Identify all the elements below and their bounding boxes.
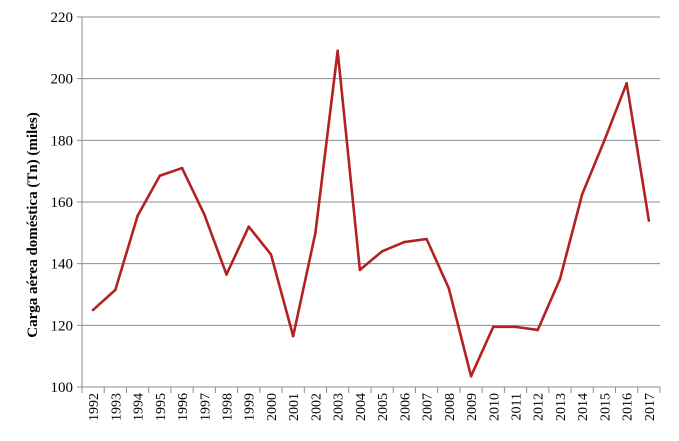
y-tick-label-200: 200 (51, 72, 74, 88)
data-point-1999 (247, 225, 251, 228)
y-tick-label-100: 100 (51, 380, 74, 396)
data-point-2001 (291, 334, 295, 338)
y-tick-label-120: 120 (51, 318, 74, 334)
data-point-2016 (625, 81, 628, 85)
y-tick-labels: 100 120 140 160 180 200 220 (51, 10, 74, 396)
x-tick-label-2004: 2004 (354, 393, 369, 421)
x-tick-label-1996: 1996 (176, 393, 191, 421)
data-point-2010 (491, 325, 495, 329)
data-point-2007 (425, 237, 428, 241)
data-point-2017 (647, 219, 651, 222)
data-point-2009 (469, 374, 473, 378)
data-point-1993 (114, 288, 117, 292)
data-point-1995 (158, 174, 162, 178)
y-tick-label-220: 220 (51, 10, 74, 26)
data-point-2011 (514, 325, 517, 329)
data-point-1996 (180, 166, 184, 170)
data-point-2003 (336, 49, 339, 53)
data-point-1997 (202, 213, 206, 216)
data-point-2008 (447, 287, 451, 290)
x-tick-label-2006: 2006 (398, 393, 413, 421)
x-tick-label-2015: 2015 (598, 393, 613, 421)
x-tick-label-2016: 2016 (621, 393, 636, 421)
x-tick-label-2007: 2007 (421, 393, 436, 421)
x-tick-label-1992: 1992 (87, 393, 102, 421)
x-tick-label-1993: 1993 (109, 393, 124, 421)
x-tick-label-2000: 2000 (265, 393, 280, 421)
data-point-1994 (136, 214, 139, 218)
data-point-2000 (269, 253, 273, 256)
data-point-2006 (403, 240, 406, 244)
x-tick-label-2011: 2011 (510, 393, 525, 420)
x-tick-label-1994: 1994 (132, 393, 147, 421)
x-tick-label-2009: 2009 (465, 393, 480, 421)
y-axis-label: Carga aérea doméstica (Tn) (miles) (25, 112, 41, 338)
axes (77, 16, 661, 393)
series-line-0 (91, 49, 651, 378)
y-tick-label-160: 160 (51, 195, 74, 211)
data-point-2012 (536, 328, 540, 332)
x-tick-label-2001: 2001 (287, 393, 302, 421)
x-tick-label-1995: 1995 (154, 393, 169, 421)
x-tick-label-2010: 2010 (487, 393, 502, 421)
x-tick-label-1997: 1997 (198, 393, 213, 421)
x-tick-label-1999: 1999 (243, 393, 258, 421)
data-point-2004 (358, 268, 362, 272)
x-tick-label-2005: 2005 (376, 393, 391, 421)
x-tick-label-1998: 1998 (221, 393, 236, 421)
data-point-2005 (380, 250, 384, 253)
data-point-1992 (91, 308, 95, 312)
data-point-2014 (580, 192, 584, 196)
x-tick-label-2012: 2012 (532, 393, 547, 421)
x-tick-label-2002: 2002 (309, 393, 324, 421)
data-point-2013 (558, 277, 562, 281)
x-tick-label-2014: 2014 (576, 393, 591, 421)
x-tick-label-2003: 2003 (332, 393, 347, 421)
x-tick-label-2017: 2017 (643, 393, 658, 421)
x-tick-label-2008: 2008 (443, 393, 458, 421)
series-layer (91, 49, 651, 378)
x-tick-labels: 1992 1993 1994 1995 1996 1997 1998 1999 2000 2001… (87, 393, 658, 421)
data-point-2015 (603, 139, 606, 142)
data-point-1998 (225, 273, 228, 276)
y-tick-label-180: 180 (51, 133, 74, 149)
x-tick-label-2013: 2013 (554, 393, 569, 421)
gridlines (82, 16, 660, 326)
data-point-2002 (314, 231, 317, 235)
y-tick-label-140: 140 (51, 257, 74, 273)
